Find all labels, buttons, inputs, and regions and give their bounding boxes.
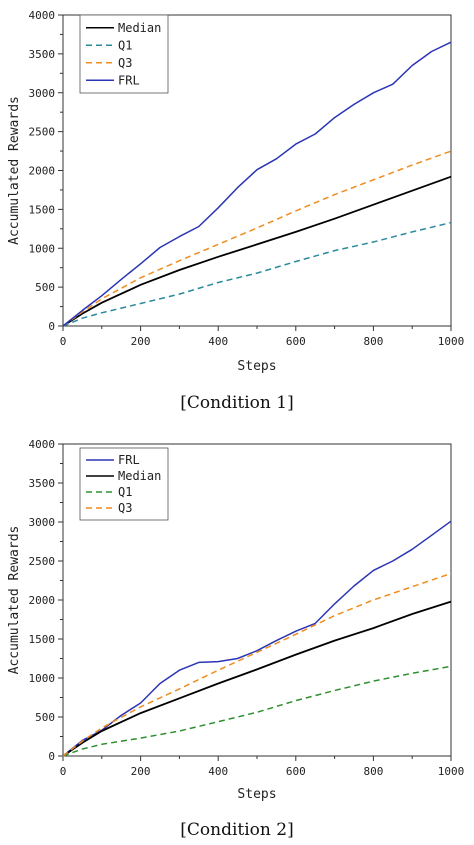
y-axis-title: Accumulated Rewards <box>7 96 22 245</box>
y-tick-label: 4000 <box>29 438 56 451</box>
y-tick-label: 1500 <box>29 633 56 646</box>
legend-label-q1: Q1 <box>118 38 132 52</box>
x-tick-label: 0 <box>60 335 67 348</box>
series-line-frl <box>62 41 452 327</box>
chart-panel-2: 0 500 1000 1500 2000 2500 3000 3500 4000 0 200 400 6… <box>7 438 464 840</box>
y-tick-label: 2500 <box>29 126 56 139</box>
y-tick-label: 3500 <box>29 477 56 490</box>
x-tick-label: 1000 <box>438 765 465 778</box>
x-tick-label: 800 <box>363 765 383 778</box>
y-tick-label: 0 <box>48 750 55 763</box>
x-tick-label: 600 <box>286 335 306 348</box>
series-line-q1 <box>62 665 452 757</box>
panel-caption: [Condition 2] <box>180 820 293 840</box>
legend-label-q3: Q3 <box>118 56 132 70</box>
x-axis-title: Steps <box>237 359 276 374</box>
y-tick-label: 4000 <box>29 9 56 22</box>
y-tick-label: 3000 <box>29 87 56 100</box>
y-tick-label: 0 <box>48 320 55 333</box>
legend-label-frl: FRL <box>118 453 140 467</box>
x-tick-label: 400 <box>208 335 228 348</box>
series-line-q1 <box>62 221 452 327</box>
legend-label-frl: FRL <box>118 73 140 87</box>
y-tick-label: 1000 <box>29 672 56 685</box>
y-tick-label: 500 <box>35 711 55 724</box>
x-tick-label: 200 <box>131 765 151 778</box>
series-line-q3 <box>62 572 452 757</box>
series-line-q3 <box>62 150 452 327</box>
x-tick-label: 200 <box>131 335 151 348</box>
y-tick-label: 2000 <box>29 165 56 178</box>
y-tick-label: 2000 <box>29 594 56 607</box>
y-tick-label: 500 <box>35 281 55 294</box>
y-tick-label: 3500 <box>29 48 56 61</box>
x-tick-label: 400 <box>208 765 228 778</box>
y-tick-label: 2500 <box>29 555 56 568</box>
series-line-frl <box>62 520 452 757</box>
x-axis-title: Steps <box>237 787 276 802</box>
legend-label-median: Median <box>118 21 161 35</box>
series-line-median <box>62 600 452 757</box>
legend-label-q3: Q3 <box>118 501 132 515</box>
y-tick-label: 1500 <box>29 203 56 216</box>
panel-caption: [Condition 1] <box>180 393 293 413</box>
legend-label-median: Median <box>118 469 161 483</box>
x-tick-label: 0 <box>60 765 67 778</box>
legend-label-q1: Q1 <box>118 485 132 499</box>
series-line-median <box>62 175 452 327</box>
x-tick-label: 600 <box>286 765 306 778</box>
y-tick-label: 3000 <box>29 516 56 529</box>
y-axis-title: Accumulated Rewards <box>7 526 22 675</box>
x-tick-label: 800 <box>363 335 383 348</box>
y-tick-label: 1000 <box>29 242 56 255</box>
x-tick-label: 1000 <box>438 335 465 348</box>
chart-panel-1: 0 500 1000 1500 2000 2500 3000 3500 4000 0 200 400 6… <box>7 9 464 413</box>
